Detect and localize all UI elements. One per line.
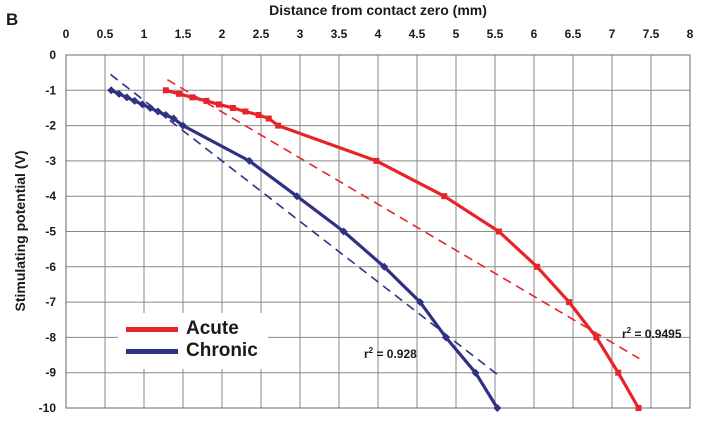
data-point-acute <box>615 369 622 376</box>
y-tick-label: -1 <box>45 83 56 97</box>
y-tick-label: -2 <box>45 119 56 133</box>
x-tick-label: 5 <box>453 27 460 41</box>
x-tick-label: 2 <box>219 27 226 41</box>
x-tick-label: 6 <box>531 27 538 41</box>
x-tick-label: 4.5 <box>409 27 426 41</box>
data-point-chronic <box>107 86 116 95</box>
data-point-chronic <box>471 368 480 377</box>
data-point-chronic <box>138 100 147 109</box>
trend-lines <box>109 73 640 376</box>
data-point-chronic <box>146 103 155 112</box>
x-tick-label: 2.5 <box>253 27 270 41</box>
x-axis-title: Distance from contact zero (mm) <box>269 2 487 18</box>
trend-line-acute <box>166 79 640 360</box>
y-tick-label: -8 <box>45 330 56 344</box>
data-point-chronic <box>416 298 425 307</box>
legend-label-chronic: Chronic <box>186 340 258 361</box>
data-point-acute <box>255 112 262 119</box>
y-tick-label: 0 <box>49 48 56 62</box>
data-point-acute <box>593 334 600 341</box>
legend-swatch-chronic <box>126 349 178 354</box>
x-tick-label: 7.5 <box>643 27 660 41</box>
data-point-acute <box>275 122 282 129</box>
r2-acute-value: = 0.9495 <box>631 327 682 341</box>
r2-acute-symbol: r <box>622 327 627 341</box>
r2-chronic-symbol: r <box>364 347 369 361</box>
trend-line-chronic <box>109 73 498 376</box>
data-point-acute <box>441 193 448 200</box>
x-tick-label: 3.5 <box>331 27 348 41</box>
data-point-acute <box>566 299 573 306</box>
x-tick-label: 6.5 <box>565 27 582 41</box>
data-point-chronic <box>292 192 301 201</box>
data-point-chronic <box>441 333 450 342</box>
y-axis-ticks: 0 -1 -2 -3 -4 -5 -6 -7 -8 -9 -10 <box>39 48 57 415</box>
y-tick-label: -4 <box>45 189 56 203</box>
data-point-chronic <box>115 89 124 98</box>
data-series <box>107 86 642 412</box>
r-squared-acute: r2 = 0.9495 <box>622 326 682 341</box>
y-tick-label: -5 <box>45 225 56 239</box>
plot-frame <box>65 54 691 409</box>
data-point-acute <box>534 263 541 270</box>
y-tick-label: -3 <box>45 154 56 168</box>
x-tick-label: 3 <box>297 27 304 41</box>
data-point-chronic <box>493 404 502 412</box>
data-point-acute <box>495 228 502 235</box>
y-tick-label: -7 <box>45 295 56 309</box>
r2-acute-exponent: 2 <box>626 326 632 335</box>
data-point-acute <box>635 405 642 411</box>
x-tick-label: 5.5 <box>487 27 504 41</box>
legend-item-acute: Acute <box>124 318 274 341</box>
y-axis-title: Stimulating potential (V) <box>12 150 28 312</box>
x-axis-ticks: 0 0.5 1 1.5 2 2.5 3 3.5 4 4.5 5 5.5 6 6.5 7 7.5 8 <box>63 27 694 41</box>
data-point-chronic <box>122 93 131 102</box>
r2-chronic-value: = 0.928 <box>373 347 417 361</box>
data-point-acute <box>215 101 222 108</box>
data-point-acute <box>176 90 183 97</box>
data-point-acute <box>373 157 380 164</box>
legend: Acute Chronic <box>118 313 268 369</box>
data-point-acute <box>229 104 236 111</box>
y-tick-label: -6 <box>45 260 56 274</box>
y-tick-label: -10 <box>39 401 57 415</box>
x-tick-label: 1 <box>141 27 148 41</box>
r-squared-chronic: r2 = 0.928 <box>364 346 417 361</box>
x-tick-label: 0.5 <box>97 27 114 41</box>
x-tick-label: 8 <box>687 27 694 41</box>
x-tick-label: 1.5 <box>175 27 192 41</box>
x-tick-label: 0 <box>63 27 70 41</box>
data-point-acute <box>162 87 169 94</box>
data-point-chronic <box>179 121 187 130</box>
data-point-chronic <box>161 111 170 120</box>
x-tick-label: 7 <box>609 27 616 41</box>
data-point-acute <box>203 97 210 104</box>
legend-label-acute: Acute <box>186 318 239 339</box>
data-point-acute <box>265 115 272 122</box>
panel-label: B <box>6 10 19 29</box>
legend-swatch-acute <box>126 327 178 332</box>
data-point-chronic <box>130 96 139 105</box>
data-point-chronic <box>380 262 389 271</box>
r2-chronic-exponent: 2 <box>368 346 374 355</box>
x-tick-label: 4 <box>375 27 382 41</box>
legend-item-chronic: Chronic <box>124 340 274 363</box>
data-point-acute <box>242 108 249 115</box>
data-point-chronic <box>339 227 348 236</box>
data-point-acute <box>189 94 196 101</box>
data-point-chronic <box>154 107 163 116</box>
y-tick-label: -9 <box>45 366 56 380</box>
data-point-chronic <box>245 156 254 165</box>
data-point-chronic <box>169 114 178 123</box>
